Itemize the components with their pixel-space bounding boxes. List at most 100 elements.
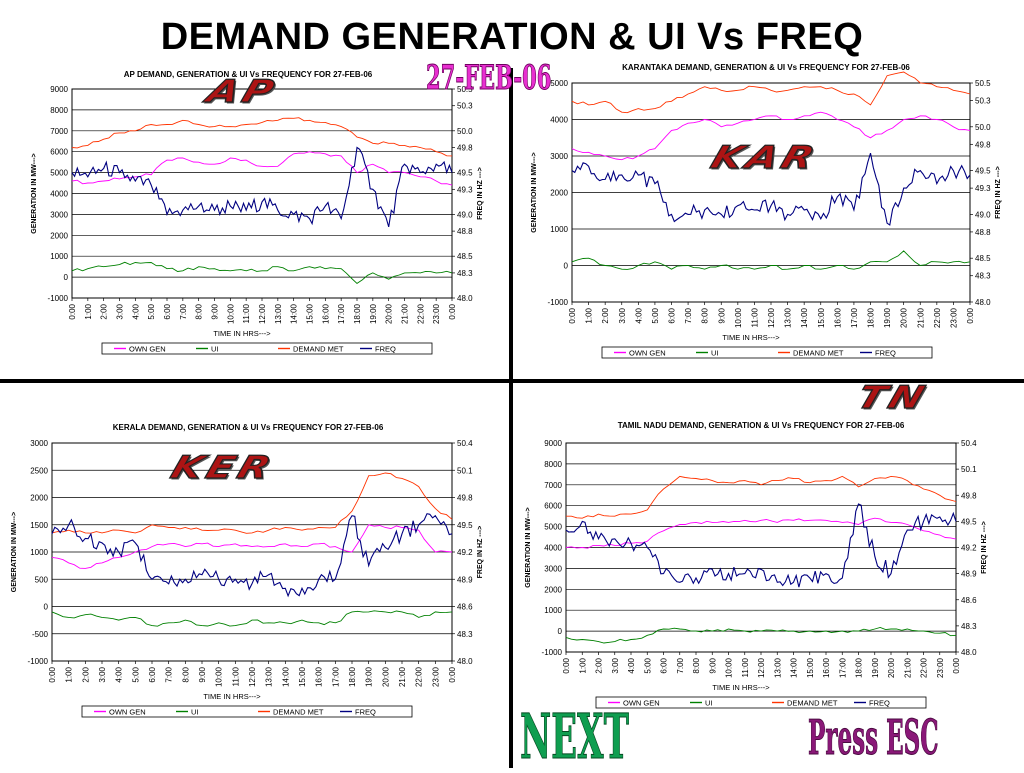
y2-tick-label: 48.0: [457, 657, 473, 666]
x-tick-label: 0:00: [48, 666, 57, 682]
series-line-own-gen: [571, 111, 971, 161]
y-tick-label: 9000: [50, 85, 68, 94]
x-tick-label: 13:00: [773, 657, 782, 678]
x-tick-label: 0:00: [448, 666, 457, 682]
vertical-divider: [509, 68, 513, 768]
x-tick-label: 13:00: [265, 666, 274, 687]
x-tick-label: 3:00: [611, 657, 620, 673]
next-button[interactable]: NEXT: [520, 700, 630, 773]
x-axis-label: TIME IN HRS--->: [203, 692, 261, 701]
y2-tick-label: 48.9: [961, 570, 977, 579]
y2-tick-label: 49.0: [975, 210, 991, 219]
x-tick-label: 20:00: [887, 657, 896, 678]
x-tick-label: 20:00: [381, 666, 390, 687]
y-tick-label: 5000: [544, 523, 562, 532]
y-tick-label: 1000: [30, 548, 48, 557]
x-tick-label: 19:00: [871, 657, 880, 678]
date-stamp: 27-FEB-06: [426, 58, 552, 99]
x-tick-label: 1:00: [84, 303, 93, 319]
y-tick-label: 2000: [50, 231, 68, 240]
y-tick-label: 6000: [544, 502, 562, 511]
y2-tick-label: 49.8: [975, 140, 991, 149]
x-tick-label: 6:00: [163, 303, 172, 319]
x-tick-label: 23:00: [432, 303, 441, 324]
y2-tick-label: 48.8: [457, 227, 473, 236]
tn-chart: TAMIL NADU DEMAND, GENERATION & UI Vs FR…: [525, 421, 988, 709]
y2-tick-label: 48.0: [975, 298, 991, 307]
x-tick-label: 1:00: [585, 307, 594, 323]
y2-tick-label: 48.3: [457, 269, 473, 278]
chart-title: AP DEMAND, GENERATION & UI Vs FREQUENCY …: [124, 70, 373, 79]
y2-tick-label: 50.5: [975, 79, 991, 88]
legend-box: [81, 705, 413, 718]
y2-tick-label: 48.6: [961, 596, 977, 605]
legend-label: UI: [211, 345, 219, 354]
y-axis-label: GENERATION IN MW--->: [31, 153, 38, 233]
x-tick-label: 19:00: [883, 307, 892, 328]
x-tick-label: 21:00: [398, 666, 407, 687]
series-line-own-gen: [71, 151, 453, 186]
x-tick-label: 22:00: [415, 666, 424, 687]
chart-title: KARANTAKA DEMAND, GENERATION & UI Vs FRE…: [622, 63, 910, 72]
y2-tick-label: 49.5: [961, 517, 977, 526]
series-line-demand-met: [571, 71, 971, 114]
x-tick-label: 19:00: [365, 666, 374, 687]
x-tick-label: 9:00: [211, 303, 220, 319]
x-tick-label: 14:00: [290, 303, 299, 324]
legend-label: OWN GEN: [623, 699, 660, 708]
chart-title: KERALA DEMAND, GENERATION & UI Vs FREQUE…: [113, 423, 384, 432]
x-tick-label: 16:00: [822, 657, 831, 678]
y2-tick-label: 48.5: [975, 254, 991, 263]
x-tick-label: 10:00: [725, 657, 734, 678]
series-line-freq: [51, 513, 453, 598]
x-tick-label: 4:00: [634, 307, 643, 323]
y2-tick-label: 48.3: [961, 622, 977, 631]
x-tick-label: 3:00: [98, 666, 107, 682]
x-tick-label: 0:00: [952, 657, 961, 673]
y2-tick-label: 50.3: [457, 102, 473, 111]
y-tick-label: 4000: [50, 190, 68, 199]
y-axis-label: GENERATION IN MW--->: [11, 512, 18, 592]
x-tick-label: 6:00: [668, 307, 677, 323]
y2-tick-label: 49.8: [961, 491, 977, 500]
x-tick-label: 16:00: [833, 307, 842, 328]
y-tick-label: 3000: [50, 210, 68, 219]
x-tick-label: 0:00: [562, 657, 571, 673]
y-tick-label: 1000: [544, 606, 562, 615]
x-tick-label: 17:00: [331, 666, 340, 687]
series-line-demand-met: [71, 117, 453, 157]
y2-tick-label: 49.2: [457, 548, 473, 557]
x-tick-label: 10:00: [215, 666, 224, 687]
y-tick-label: 3000: [30, 439, 48, 448]
x-tick-label: 23:00: [949, 307, 958, 328]
y2-tick-label: 49.8: [457, 494, 473, 503]
series-line-ui: [571, 250, 971, 270]
chart-title: TAMIL NADU DEMAND, GENERATION & UI Vs FR…: [618, 421, 905, 430]
x-tick-label: 11:00: [750, 307, 759, 327]
y2-tick-label: 49.5: [457, 169, 473, 178]
x-tick-label: 18:00: [348, 666, 357, 687]
y2-tick-label: 48.3: [457, 630, 473, 639]
y2-tick-label: 50.4: [961, 439, 977, 448]
y2-tick-label: 50.0: [975, 123, 991, 132]
x-tick-label: 11:00: [231, 666, 240, 686]
x-tick-label: 15:00: [817, 307, 826, 328]
y2-axis-label: FREQ IN HZ --->: [981, 521, 988, 574]
tag-kar: KAR: [706, 139, 824, 176]
tag-ap: AP: [202, 73, 283, 110]
y-tick-label: 8000: [50, 106, 68, 115]
ker-chart: KERALA DEMAND, GENERATION & UI Vs FREQUE…: [11, 423, 484, 718]
press-esc-button[interactable]: Press ESC: [808, 710, 939, 767]
series-line-freq: [565, 503, 957, 588]
x-tick-label: 16:00: [321, 303, 330, 324]
x-tick-label: 18:00: [855, 657, 864, 678]
series-line-demand-met: [566, 475, 957, 519]
page-title: DEMAND GENERATION & UI Vs FREQ: [160, 16, 864, 58]
x-tick-label: 5:00: [131, 666, 140, 682]
legend-box: [601, 346, 933, 359]
x-tick-label: 2:00: [81, 666, 90, 682]
x-tick-label: 20:00: [385, 303, 394, 324]
x-tick-label: 22:00: [933, 307, 942, 328]
x-tick-label: 15:00: [306, 303, 315, 324]
x-tick-label: 8:00: [692, 657, 701, 673]
